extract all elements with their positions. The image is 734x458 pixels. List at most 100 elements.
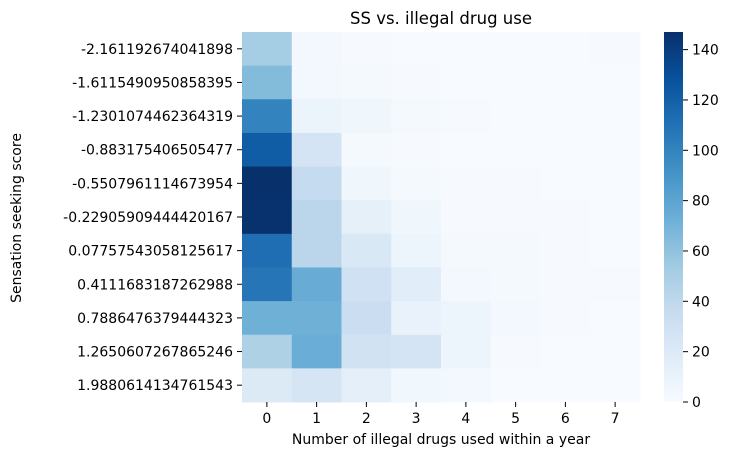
heatmap-cell-r9-c7	[590, 334, 641, 369]
heatmap-cell-r9-c6	[540, 334, 591, 369]
heatmap-cell-r10-c6	[540, 368, 591, 403]
heatmap-cell-r4-c0	[242, 166, 293, 201]
x-tick-labels: 0 1 2 3 4 5 6 7	[262, 402, 620, 427]
heatmap-cell-r3-c6	[540, 132, 591, 168]
heatmap-cell-r0-c6	[540, 32, 591, 67]
heatmap-cell-r8-c6	[540, 301, 591, 336]
colorbar-tick-label: 40	[692, 294, 710, 310]
heatmap-cell-r0-c7	[590, 32, 641, 67]
heatmap-cell-r6-c6	[540, 233, 591, 268]
heatmap-cell-r1-c6	[540, 65, 591, 100]
heatmap-cell-r1-c0	[242, 65, 293, 100]
heatmap-cell-r6-c4	[441, 233, 492, 268]
colorbar-tick-label: 20	[692, 345, 710, 361]
heatmap-cell-r2-c7	[590, 99, 641, 134]
heatmap-cell-r7-c4	[441, 267, 492, 302]
heatmap-cell-r7-c6	[540, 267, 591, 302]
x-tick-label: 6	[561, 411, 570, 427]
heatmap-cell-r8-c3	[391, 301, 442, 336]
heatmap-cell-r2-c6	[540, 99, 591, 134]
x-tick-label: 1	[312, 411, 321, 427]
chart-title: SS vs. illegal drug use	[350, 9, 532, 28]
heatmap-cell-r1-c7	[590, 65, 641, 100]
colorbar-tick-label: 0	[692, 395, 701, 411]
heatmap-cell-r1-c3	[391, 65, 442, 100]
heatmap-cell-r4-c3	[391, 166, 442, 201]
heatmap-cell-r4-c5	[490, 166, 541, 201]
y-tick-label: 0.4111683187262988	[77, 277, 233, 293]
x-tick-label: 7	[611, 411, 620, 427]
y-tick-label: -2.161192674041898	[81, 42, 233, 58]
heatmap-cell-r6-c7	[590, 233, 641, 268]
heatmap-cell-r9-c4	[441, 334, 492, 369]
y-tick-label: -1.6115490950858395	[72, 75, 233, 91]
heatmap-cells	[242, 32, 641, 403]
heatmap-cell-r6-c2	[341, 233, 392, 268]
colorbar-gradient	[664, 32, 683, 402]
x-tick-label: 5	[511, 411, 520, 427]
heatmap-cell-r10-c5	[490, 368, 541, 403]
heatmap-cell-r8-c1	[291, 301, 342, 336]
x-tick-label: 3	[412, 411, 421, 427]
heatmap-cell-r0-c5	[490, 32, 541, 67]
heatmap-cell-r8-c4	[441, 301, 492, 336]
heatmap-cell-r5-c7	[590, 200, 641, 235]
heatmap-cell-r10-c1	[291, 368, 342, 403]
heatmap-cell-r8-c7	[590, 301, 641, 336]
heatmap-cell-r10-c0	[242, 368, 293, 403]
heatmap-cell-r1-c2	[341, 65, 392, 100]
colorbar-tick-label: 140	[692, 43, 719, 59]
heatmap-cell-r6-c3	[391, 233, 442, 268]
colorbar-tick-label: 120	[692, 93, 719, 109]
heatmap-cell-r10-c2	[341, 368, 392, 403]
y-tick-label: 0.7886476379444323	[77, 311, 233, 327]
heatmap-cell-r3-c0	[242, 132, 293, 168]
heatmap-cell-r4-c6	[540, 166, 591, 201]
heatmap-cell-r0-c3	[391, 32, 442, 67]
heatmap-cell-r4-c7	[590, 166, 641, 201]
heatmap-cell-r7-c7	[590, 267, 641, 302]
heatmap-cell-r8-c0	[242, 301, 293, 336]
heatmap-cell-r4-c2	[341, 166, 392, 201]
heatmap-cell-r10-c4	[441, 368, 492, 403]
y-tick-label: 1.2650607267865246	[77, 345, 233, 361]
heatmap-cell-r7-c3	[391, 267, 442, 302]
heatmap-cell-r6-c0	[242, 233, 293, 268]
y-tick-labels: -2.161192674041898 -1.6115490950858395 -1.…	[63, 42, 242, 394]
heatmap-cell-r7-c0	[242, 267, 293, 302]
heatmap-cell-r3-c3	[391, 132, 442, 168]
y-tick-label: -0.22905909444420167	[63, 210, 233, 226]
heatmap-cell-r9-c5	[490, 334, 541, 369]
y-tick-label: -0.883175406505477	[81, 143, 233, 159]
y-tick-label: 0.07757543058125617	[68, 244, 233, 260]
heatmap-cell-r2-c1	[291, 99, 342, 134]
y-tick-label: -1.2301074462364319	[72, 109, 233, 125]
heatmap-cell-r5-c2	[341, 200, 392, 235]
heatmap-cell-r1-c4	[441, 65, 492, 100]
heatmap-cell-r2-c5	[490, 99, 541, 134]
y-tick-label: 1.9880614134761543	[77, 378, 233, 394]
heatmap-cell-r9-c2	[341, 334, 392, 369]
heatmap-cell-r5-c6	[540, 200, 591, 235]
heatmap-cell-r6-c1	[291, 233, 342, 268]
heatmap-cell-r2-c4	[441, 99, 492, 134]
heatmap-cell-r5-c3	[391, 200, 442, 235]
heatmap-cell-r5-c4	[441, 200, 492, 235]
heatmap-cell-r5-c1	[291, 200, 342, 235]
heatmap-cell-r4-c1	[291, 166, 342, 201]
colorbar: 0 20 40 60 80 100 120 140	[664, 32, 719, 411]
heatmap-cell-r2-c0	[242, 99, 293, 134]
x-tick-label: 4	[461, 411, 470, 427]
heatmap-cell-r0-c2	[341, 32, 392, 67]
heatmap-cell-r0-c0	[242, 32, 293, 67]
heatmap-cell-r10-c3	[391, 368, 442, 403]
heatmap-cell-r3-c1	[291, 132, 342, 168]
colorbar-tick-label: 100	[692, 143, 719, 159]
heatmap-cell-r0-c4	[441, 32, 492, 67]
heatmap-cell-r10-c7	[590, 368, 641, 403]
x-tick-label: 2	[362, 411, 371, 427]
heatmap-cell-r3-c2	[341, 132, 392, 168]
heatmap-cell-r8-c5	[490, 301, 541, 336]
heatmap-cell-r2-c3	[391, 99, 442, 134]
